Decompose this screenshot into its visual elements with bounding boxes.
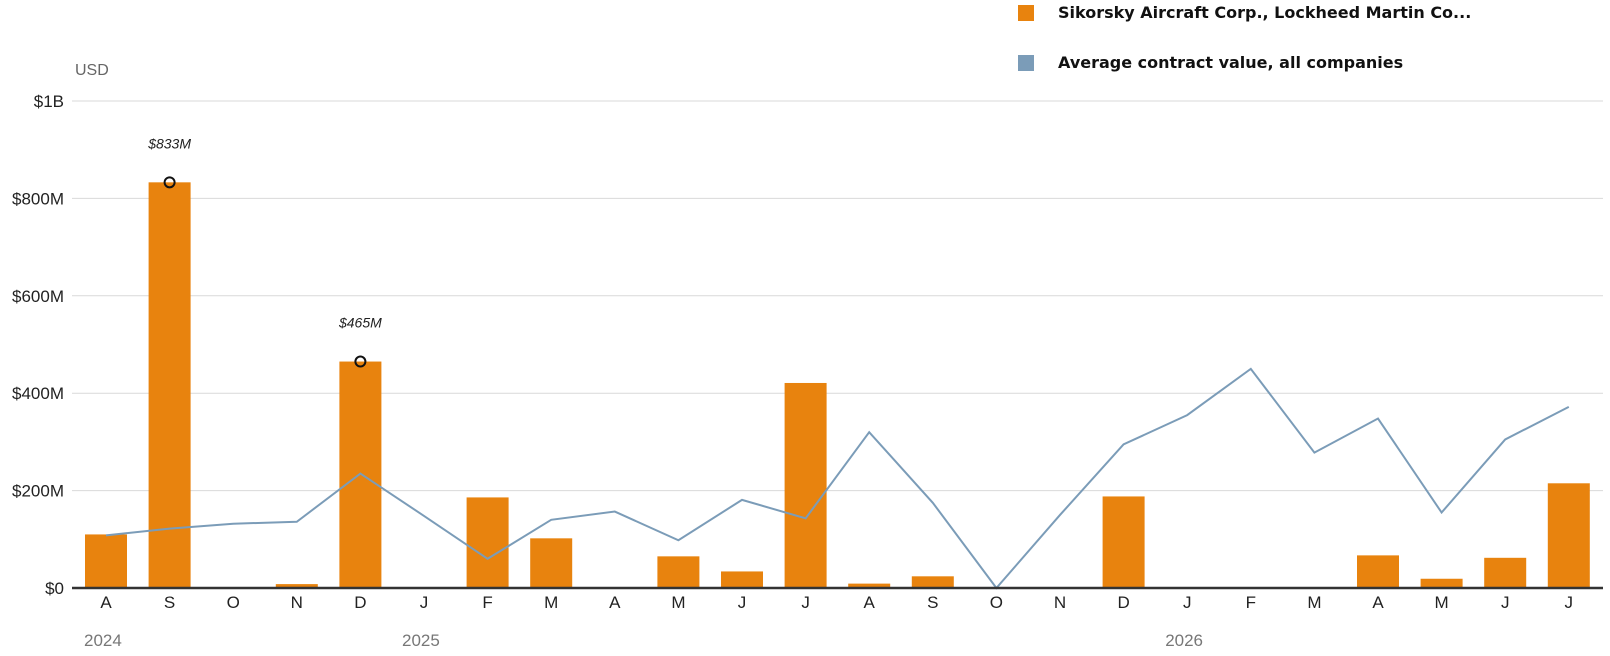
x-tick-label: A — [1372, 593, 1384, 612]
x-tick-label: J — [1183, 593, 1192, 612]
x-tick-label: F — [1246, 593, 1256, 612]
bar — [530, 538, 573, 588]
x-tick-label: A — [100, 593, 112, 612]
x-tick-label: A — [864, 593, 876, 612]
average-line — [105, 367, 1570, 590]
x-tick-label: M — [671, 593, 685, 612]
legend-label-company: Sikorsky Aircraft Corp., Lockheed Martin… — [1058, 3, 1472, 22]
year-label: 2024 — [84, 631, 122, 650]
x-tick-label: J — [801, 593, 810, 612]
y-tick-label: $0 — [45, 579, 64, 598]
legend-label-average: Average contract value, all companies — [1058, 53, 1404, 72]
bar — [1420, 578, 1463, 588]
bar — [85, 534, 127, 588]
x-tick-label: O — [227, 593, 240, 612]
bar — [784, 382, 827, 588]
annotations: $833M $465M — [147, 135, 382, 368]
x-tick-label: F — [482, 593, 492, 612]
y-tick-label: $800M — [12, 189, 64, 208]
x-tick-label: D — [354, 593, 366, 612]
x-tick-label: D — [1117, 593, 1129, 612]
bar-series — [85, 182, 1590, 589]
legend-item-average[interactable]: Average contract value, all companies — [1018, 54, 1403, 72]
y-tick-label: $400M — [12, 384, 64, 403]
y-tick-label: $600M — [12, 287, 64, 306]
bar — [911, 576, 954, 588]
x-tick-label: S — [164, 593, 175, 612]
year-label: 2026 — [1165, 631, 1203, 650]
x-tick-label: J — [1501, 593, 1510, 612]
x-tick-label: J — [738, 593, 747, 612]
bar — [466, 497, 509, 588]
bar — [1484, 557, 1527, 588]
annotation-marker — [163, 176, 176, 189]
x-tick-label: J — [1565, 593, 1574, 612]
bar — [148, 182, 191, 589]
y-axis-unit-label: USD — [75, 62, 109, 79]
bar — [721, 571, 763, 588]
bar — [657, 556, 700, 588]
x-tick-label: M — [1307, 593, 1321, 612]
x-tick-label: A — [609, 593, 621, 612]
gridlines — [72, 100, 1603, 492]
x-tick-label: N — [291, 593, 303, 612]
legend-swatch-line — [1018, 55, 1034, 71]
year-label: 2025 — [402, 631, 440, 650]
annotation-label: $465M — [338, 315, 382, 331]
legend-item-company[interactable]: Sikorsky Aircraft Corp., Lockheed Martin… — [1018, 4, 1471, 22]
y-tick-label: $200M — [12, 482, 64, 501]
y-tick-label: $1B — [34, 92, 64, 111]
bar — [1547, 483, 1590, 588]
annotation-label: $833M — [147, 135, 191, 151]
year-labels: 2024 2025 2026 — [84, 631, 1203, 650]
annotation-marker — [354, 355, 367, 368]
x-tick-label: O — [990, 593, 1003, 612]
legend-swatch-bar — [1018, 5, 1034, 21]
x-tick-label: S — [927, 593, 938, 612]
x-tick-label: M — [1435, 593, 1449, 612]
x-tick-label: N — [1054, 593, 1066, 612]
x-tick-label: M — [544, 593, 558, 612]
bar — [275, 584, 318, 588]
x-tick-label: J — [420, 593, 429, 612]
y-axis-ticks: $0 $200M $400M $600M $800M $1B — [12, 92, 64, 598]
bar — [1357, 555, 1399, 588]
bar — [848, 583, 891, 588]
bar — [1102, 496, 1145, 588]
